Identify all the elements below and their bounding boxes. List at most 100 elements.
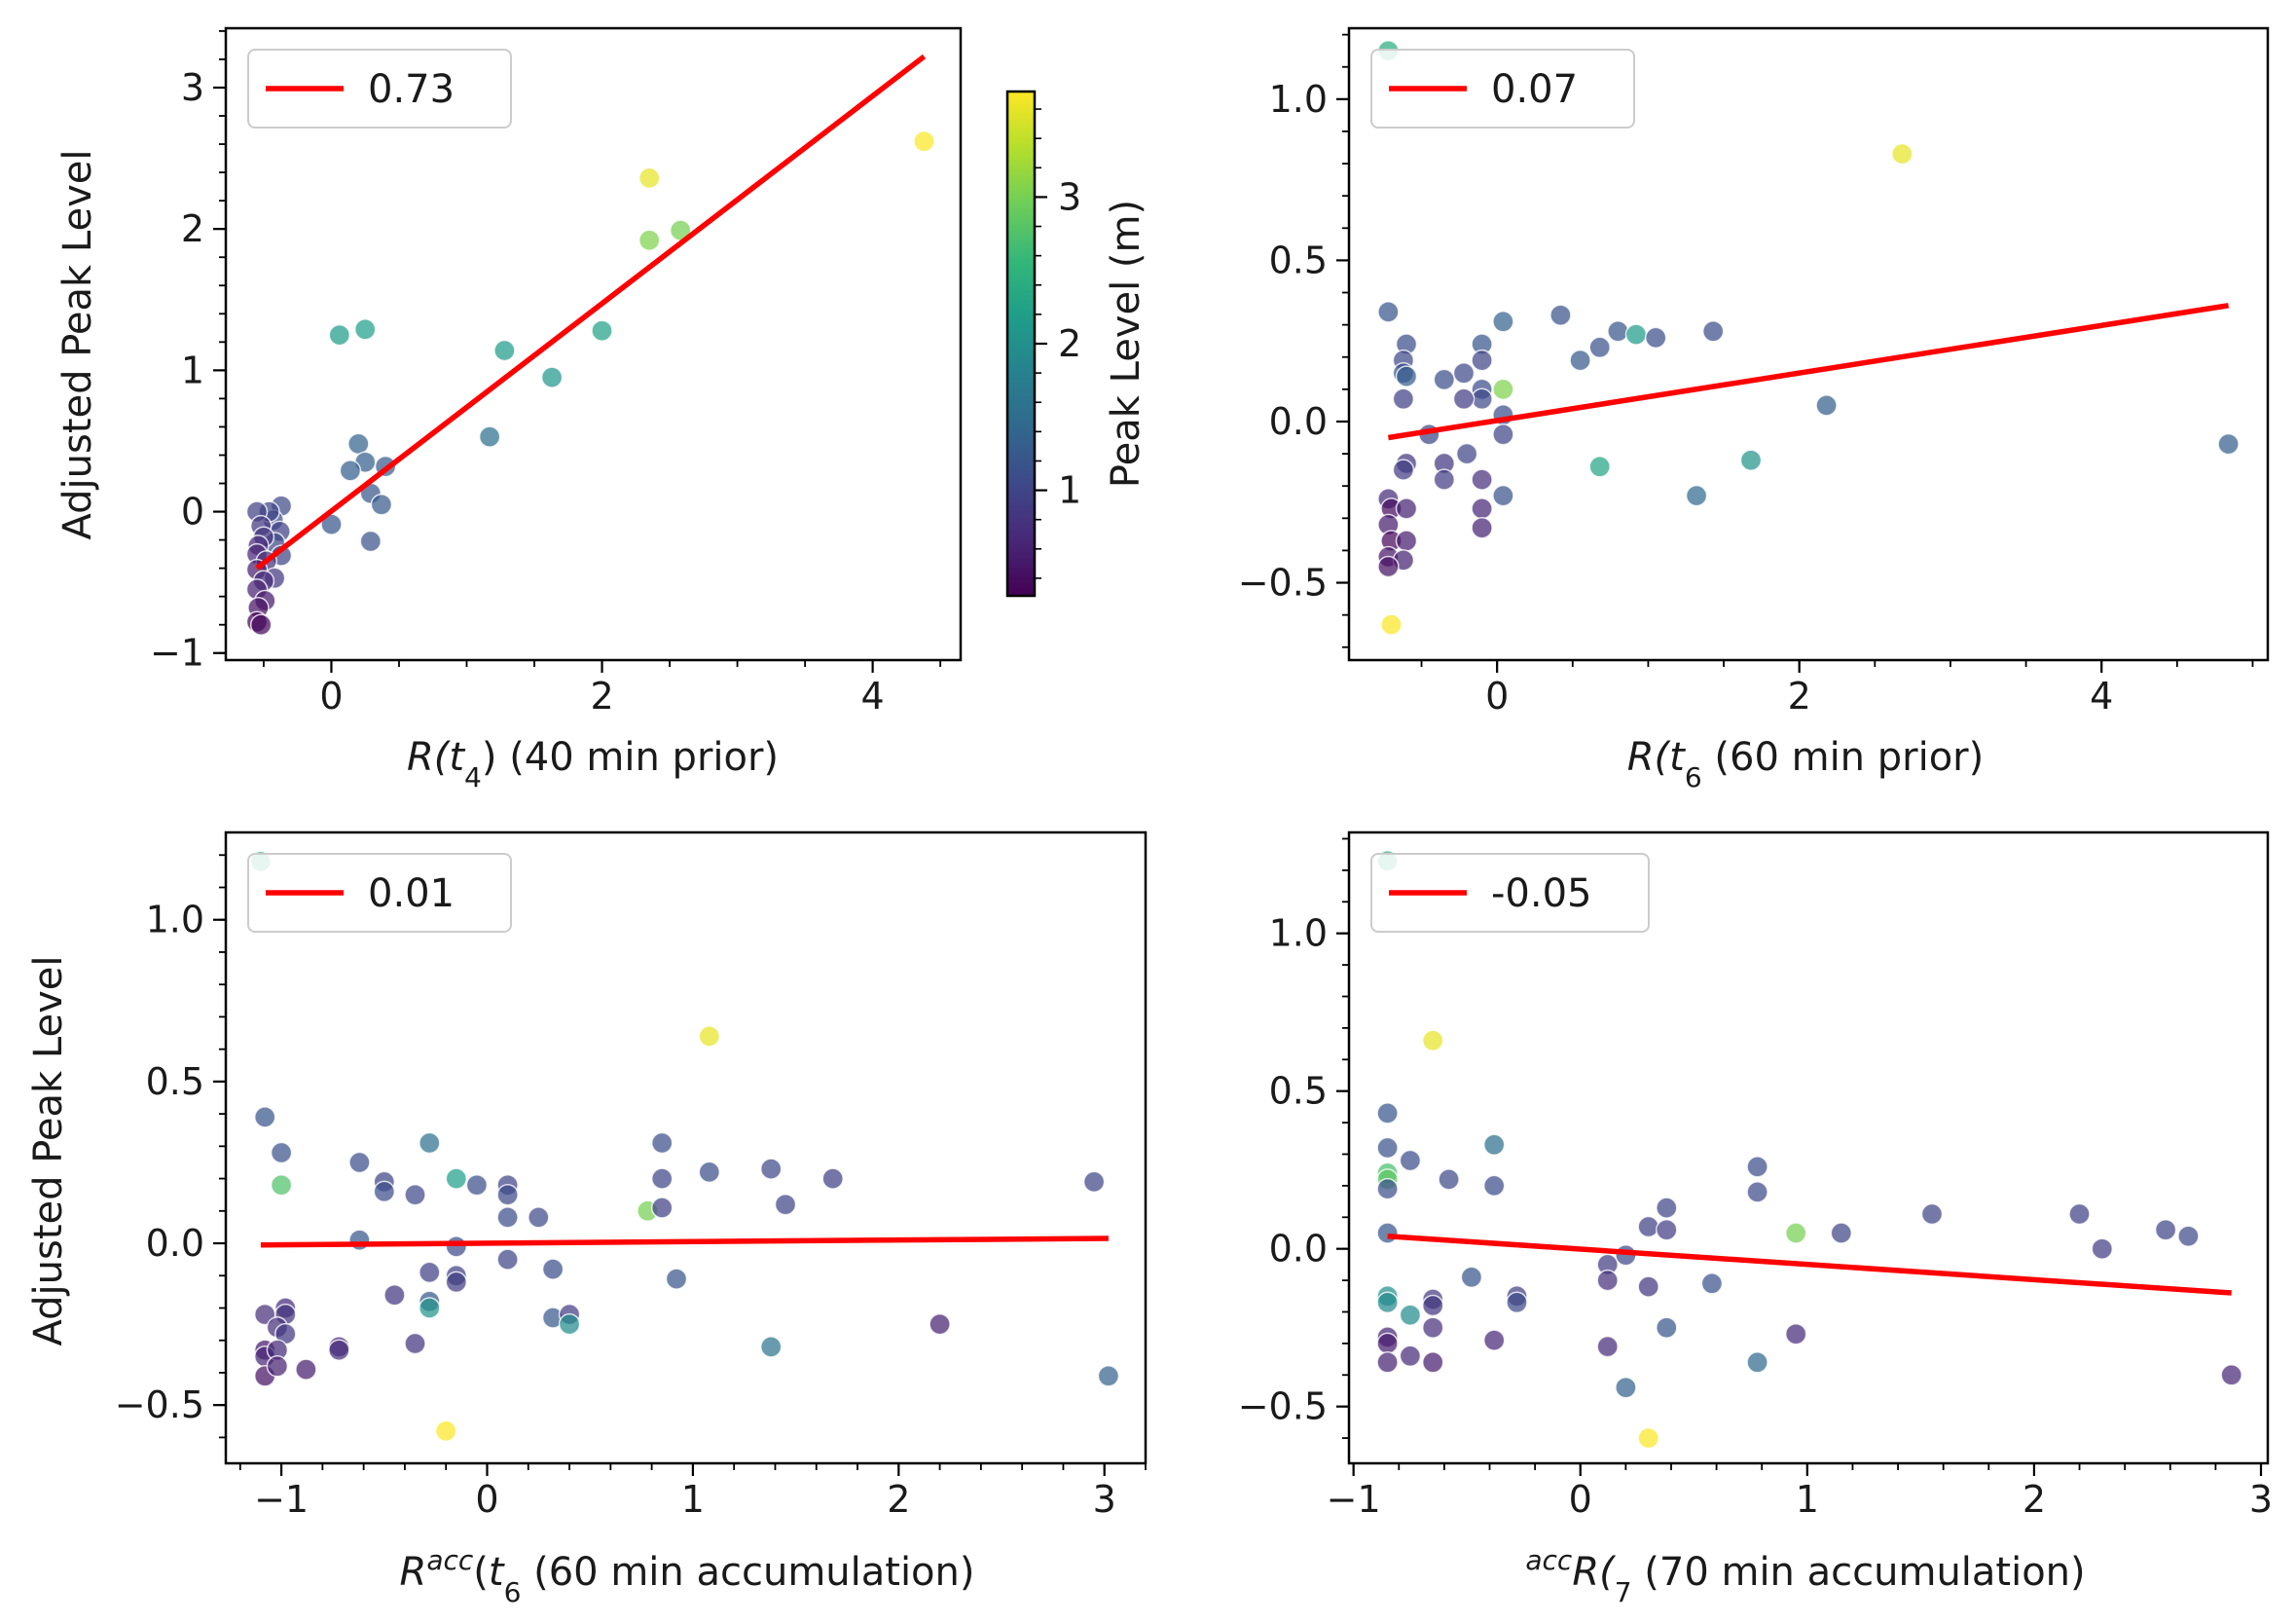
data-point-3-11: [445, 1167, 468, 1190]
axes-frame-panel-3: [224, 830, 1148, 1465]
data-point-3-24: [383, 1283, 406, 1307]
data-point-2-7: [1395, 365, 1418, 387]
x-axis-label-panel-4-mid: R(: [1572, 1550, 1617, 1595]
data-point-3-57: [295, 1358, 317, 1381]
data-point-3-44: [434, 1419, 457, 1443]
data-point-4-2: [1421, 1029, 1444, 1052]
fit-line-panel-3: [260, 1235, 1109, 1248]
data-point-3-33: [650, 1167, 674, 1190]
data-point-4-39: [1637, 1426, 1659, 1450]
data-point-3-43: [1097, 1365, 1120, 1387]
legend-label-panel-1: 0.73: [368, 67, 455, 112]
data-point-1-3: [638, 229, 661, 252]
data-point-1-7: [540, 366, 564, 388]
x-axis-label-panel-4-post: (70 min accumulation): [1632, 1550, 2086, 1595]
x-axis-label-panel-2-pre: R(: [1627, 735, 1672, 780]
data-point-3-21: [496, 1248, 519, 1271]
x-tick-label-panel-1-3: 4: [861, 675, 885, 718]
x-tick-label-panel-4-1: −1: [1327, 1478, 1381, 1521]
data-point-4-32: [1615, 1376, 1637, 1399]
x-tick-label-panel-2-1: 0: [1485, 675, 1509, 718]
data-point-1-16: [370, 494, 393, 516]
data-point-2-2: [1891, 142, 1913, 166]
data-point-4-15: [1506, 1291, 1528, 1314]
legend-box-panel-3: [247, 853, 512, 933]
data-point-2-10: [1433, 368, 1456, 391]
colorbar-tick-label-3: 3: [1058, 175, 1081, 218]
axes-frame-panel-2: [1347, 26, 2270, 662]
data-point-2-47: [1395, 530, 1418, 552]
y-tick-label-panel-4-2: 0.0: [1269, 1228, 1328, 1271]
data-point-1-1: [913, 129, 935, 153]
data-point-3-35: [698, 1161, 721, 1184]
data-point-3-3: [253, 1106, 276, 1128]
data-point-3-8: [373, 1180, 396, 1203]
y-tick-label-panel-4-4: 1.0: [1269, 912, 1328, 955]
data-point-2-51: [1380, 613, 1403, 636]
axes-frame-panel-1: [224, 26, 963, 662]
x-tick-label-panel-4-5: 3: [2249, 1478, 2273, 1521]
data-point-1-2: [638, 166, 661, 190]
x-tick-label-panel-3-2: 0: [475, 1478, 498, 1521]
y-tick-label-panel-2-1: −0.5: [1238, 562, 1328, 605]
points-panel-1: [245, 129, 935, 636]
x-axis-label-panel-3-sub: 6: [504, 1576, 522, 1608]
x-axis-label-panel-3: Racc(t6 (60 min accumulation): [400, 1544, 975, 1608]
data-point-2-20: [1492, 484, 1514, 507]
data-point-3-41: [759, 1336, 783, 1358]
data-point-4-5: [1399, 1149, 1422, 1172]
data-point-3-12: [465, 1173, 489, 1197]
data-point-3-2: [698, 1025, 721, 1048]
legend-label-panel-4: -0.05: [1491, 871, 1592, 916]
fit-line-panel-1: [255, 54, 927, 571]
data-point-1-18: [359, 530, 383, 553]
x-tick-label-panel-1-1: 0: [319, 675, 343, 718]
data-point-3-56: [266, 1355, 289, 1378]
data-point-2-24: [1607, 320, 1629, 343]
data-point-4-43: [1784, 1222, 1807, 1244]
data-point-4-23: [1376, 1332, 1399, 1355]
data-point-3-9: [404, 1183, 426, 1206]
data-point-2-41: [1471, 516, 1493, 539]
y-tick-label-panel-2-2: 0.0: [1269, 400, 1328, 443]
colorbar-tick-label-2: 2: [1058, 322, 1081, 365]
data-point-4-10: [1438, 1168, 1460, 1191]
x-axis-label-panel-4: accR(7 (70 min accumulation): [1525, 1544, 2085, 1608]
data-point-4-29: [1596, 1269, 1619, 1292]
colorbar-label: Peak Level (m): [1104, 200, 1148, 488]
x-tick-label-panel-4-2: 0: [1569, 1478, 1592, 1521]
data-point-3-22: [541, 1258, 565, 1280]
data-point-1-8: [353, 318, 377, 341]
data-point-4-49: [2154, 1218, 2177, 1241]
data-point-3-14: [496, 1183, 519, 1206]
data-point-4-38: [1700, 1272, 1724, 1295]
data-point-4-17: [1421, 1294, 1444, 1317]
data-point-2-23: [1588, 336, 1611, 359]
data-point-4-47: [2068, 1202, 2091, 1226]
data-point-3-39: [1082, 1170, 1106, 1194]
data-point-4-36: [1656, 1218, 1678, 1241]
data-point-4-34: [1637, 1275, 1659, 1298]
x-axis-label-panel-2-sub: 6: [1685, 761, 1702, 793]
legend-label-panel-3: 0.01: [368, 871, 455, 916]
legend-box-panel-1: [247, 49, 512, 129]
data-point-4-48: [2091, 1237, 2114, 1260]
data-point-4-8: [1376, 1177, 1399, 1200]
data-point-3-37: [774, 1193, 797, 1216]
data-point-2-27: [1701, 320, 1725, 343]
data-point-4-35: [1656, 1197, 1678, 1219]
x-axis-label-panel-1-var: t: [449, 735, 465, 780]
y-axis-label-panel-1: Adjusted Peak Level: [55, 149, 100, 539]
data-point-2-15: [1452, 387, 1476, 411]
data-point-2-29: [1588, 456, 1611, 478]
data-point-4-40: [1746, 1156, 1768, 1178]
data-point-3-5: [270, 1173, 293, 1197]
x-tick-label-panel-2-3: 4: [2090, 675, 2113, 718]
data-point-3-6: [348, 1151, 371, 1174]
legend-panel-1: 0.73: [247, 49, 512, 129]
legend-label-panel-2: 0.07: [1491, 67, 1578, 112]
data-point-4-27: [1482, 1329, 1506, 1351]
data-point-4-12: [1482, 1174, 1506, 1198]
data-point-3-40: [665, 1268, 688, 1290]
data-point-1-10: [478, 425, 501, 448]
